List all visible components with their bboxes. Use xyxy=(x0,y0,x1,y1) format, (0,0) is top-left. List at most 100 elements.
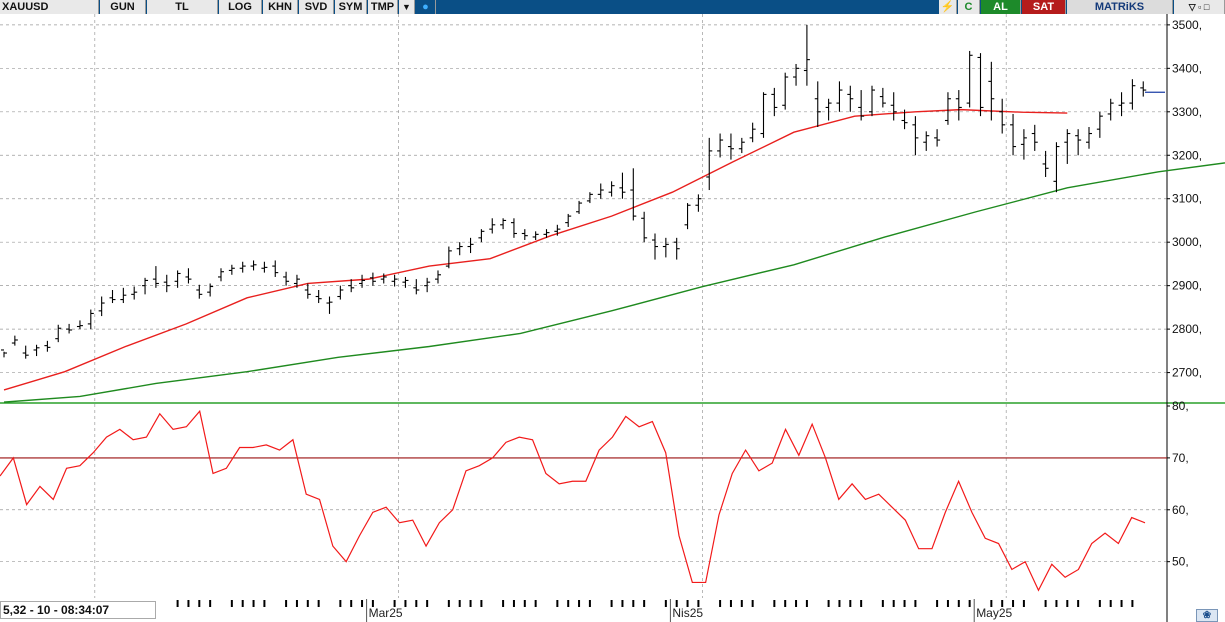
symbol-field[interactable]: XAUUSD xyxy=(0,0,99,14)
ohlc-bar xyxy=(402,276,409,288)
ohlc-bar xyxy=(1020,129,1027,160)
period-button[interactable]: GUN xyxy=(100,0,146,14)
date-tick xyxy=(968,600,971,607)
ohlc-bar xyxy=(239,261,246,273)
date-tick xyxy=(838,600,841,607)
ohlc-bar xyxy=(825,98,832,121)
date-tick xyxy=(295,600,298,607)
sym-button[interactable]: SYM xyxy=(335,0,367,14)
ohlc-bar xyxy=(348,279,355,293)
ohlc-bar xyxy=(467,237,474,254)
rsi-tick-label: 50, xyxy=(1172,555,1189,569)
ohlc-bar xyxy=(879,87,886,108)
ohlc-bar xyxy=(749,122,756,143)
date-tick xyxy=(1055,600,1058,607)
price-tick-label: 3400, xyxy=(1172,61,1202,75)
tmp-button[interactable]: TMP xyxy=(368,0,398,14)
ohlc-bar xyxy=(977,53,984,117)
ohlc-bar xyxy=(98,296,105,317)
date-tick xyxy=(1098,600,1101,607)
ma-slow-line xyxy=(3,162,1225,403)
al-button[interactable]: AL xyxy=(981,0,1021,14)
date-tick xyxy=(361,600,364,607)
ohlc-bar xyxy=(76,320,83,330)
ohlc-bar xyxy=(500,218,507,230)
settings-icon[interactable]: ❀ xyxy=(1196,609,1218,622)
window-controls-icon[interactable]: ▽ ▫ □ xyxy=(1174,0,1225,14)
ohlc-bar xyxy=(163,274,170,293)
date-tick xyxy=(567,600,570,607)
date-tick xyxy=(892,600,895,607)
ohlc-bar xyxy=(695,194,702,212)
flash-icon[interactable]: ⚡ xyxy=(939,0,957,14)
ohlc-bar xyxy=(337,285,344,300)
ohlc-bar xyxy=(207,283,214,297)
date-tick xyxy=(675,600,678,607)
date-tick xyxy=(209,600,212,607)
twitter-icon[interactable]: ● xyxy=(416,0,436,14)
ohlc-bar xyxy=(489,218,496,234)
ohlc-bar xyxy=(738,137,745,154)
ohlc-bar xyxy=(66,323,73,334)
date-tick xyxy=(469,600,472,607)
ohlc-bar xyxy=(999,98,1006,134)
date-tick xyxy=(426,600,429,607)
chart-area[interactable]: 3500, 3400, 3300, 3200, 3100, 3000, 2900, 2800,… xyxy=(0,14,1225,622)
currency-button[interactable]: TL xyxy=(147,0,218,14)
date-tick xyxy=(578,600,581,607)
ohlc-bar xyxy=(120,287,127,304)
date-tick xyxy=(664,600,667,607)
date-tick xyxy=(588,600,591,607)
ohlc-bar xyxy=(304,283,311,299)
dropdown-icon[interactable]: ▼ xyxy=(399,0,415,14)
date-tick xyxy=(458,600,461,607)
ohlc-bar xyxy=(1118,92,1125,117)
date-tick xyxy=(632,600,635,607)
rsi-panel xyxy=(0,409,1167,592)
ohlc-bar xyxy=(293,274,300,288)
ohlc-bar xyxy=(1075,129,1082,156)
price-tick-label: 2800, xyxy=(1172,322,1202,336)
date-tick xyxy=(740,600,743,607)
ohlc-bar xyxy=(532,231,539,241)
date-tick xyxy=(849,600,852,607)
ohlc-bar xyxy=(619,172,626,199)
date-tick xyxy=(686,600,689,607)
date-tick xyxy=(903,600,906,607)
ohlc-bar xyxy=(1086,127,1092,149)
ohlc-bar xyxy=(543,229,550,238)
ohlc-bar xyxy=(261,261,268,273)
ohlc-bar xyxy=(1042,150,1049,177)
date-tick xyxy=(784,600,787,607)
ohlc-bar xyxy=(630,168,637,221)
rsi-tick-label: 70, xyxy=(1172,451,1189,465)
sat-button[interactable]: SAT xyxy=(1022,0,1066,14)
date-tick xyxy=(773,600,776,607)
date-tick xyxy=(643,600,646,607)
date-tick xyxy=(480,600,483,607)
ohlc-bar xyxy=(521,229,528,241)
date-label: Mar25 xyxy=(369,606,403,620)
ohlc-bar xyxy=(912,116,919,156)
ohlc-bar xyxy=(315,289,322,304)
ohlc-bar xyxy=(22,345,29,359)
khn-button[interactable]: KHN xyxy=(263,0,298,14)
price-tick-label: 3000, xyxy=(1172,235,1202,249)
ohlc-bar xyxy=(380,273,387,284)
ohlc-bar xyxy=(369,272,376,286)
ohlc-bar xyxy=(955,90,962,121)
ohlc-bar xyxy=(554,224,561,236)
date-tick xyxy=(957,600,960,607)
date-tick xyxy=(610,600,613,607)
date-tick xyxy=(241,600,244,607)
ohlc-bar xyxy=(1031,124,1038,151)
date-tick xyxy=(512,600,515,607)
ohlc-bar xyxy=(662,237,669,258)
log-button[interactable]: LOG xyxy=(219,0,262,14)
date-label: Nis25 xyxy=(672,606,703,620)
refresh-icon[interactable]: C xyxy=(958,0,980,14)
svd-button[interactable]: SVD xyxy=(299,0,334,14)
date-tick xyxy=(1044,600,1047,607)
date-tick xyxy=(1012,600,1015,607)
ohlc-bar xyxy=(1140,81,1147,97)
